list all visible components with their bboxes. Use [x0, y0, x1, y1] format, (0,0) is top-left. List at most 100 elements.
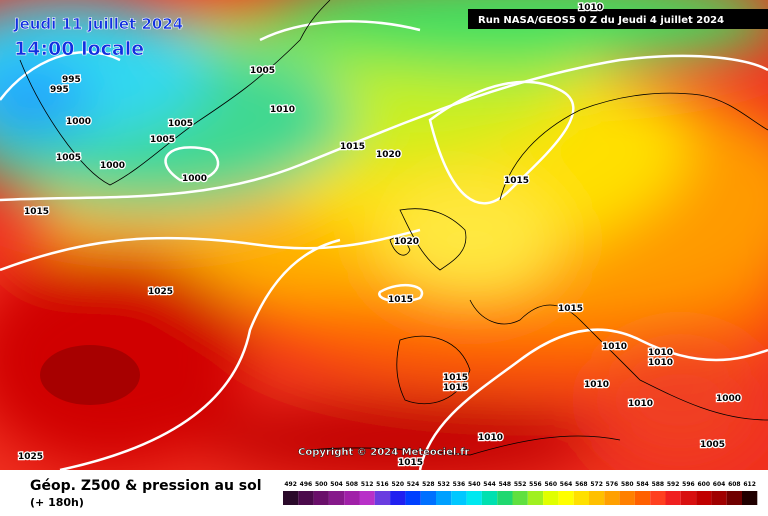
scale-swatch	[283, 491, 299, 505]
scale-swatch	[726, 491, 742, 505]
scale-swatch	[619, 491, 635, 505]
scale-swatch	[680, 491, 697, 505]
scale-swatch	[390, 491, 406, 505]
scale-swatch	[451, 491, 467, 505]
scale-label: 520	[391, 481, 404, 488]
run-info: Run NASA/GEOS5 0 Z du Jeudi 4 juillet 20…	[478, 15, 724, 26]
scale-label: 500	[315, 481, 328, 488]
scale-swatch	[543, 491, 559, 505]
color-scale: 492 496 500 504 508 512 516 520 524 528 532 536 540 5…	[283, 481, 758, 505]
isobar-label: 1015	[340, 142, 365, 152]
isobar-label: 1020	[376, 150, 401, 160]
scale-swatch	[374, 491, 391, 505]
isobar-label: 1015	[398, 458, 423, 468]
scale-label: 496	[300, 481, 313, 488]
scale-label: 560	[544, 481, 557, 488]
scale-label: 516	[376, 481, 389, 488]
isobar-label: 1000	[66, 117, 91, 127]
scale-label: 504	[330, 481, 343, 488]
scale-swatch	[604, 491, 620, 505]
isobar-label: 1025	[18, 452, 43, 462]
scale-label: 548	[499, 481, 512, 488]
scale-label: 512	[361, 481, 374, 488]
isobar-label: 1015	[24, 207, 49, 217]
scale-swatch	[328, 491, 345, 505]
isobar-label: 1010	[584, 380, 609, 390]
scale-swatch	[344, 491, 360, 505]
scale-swatch	[527, 491, 544, 505]
isobar-label: 1015	[558, 304, 583, 314]
isobar-label: 1005	[700, 440, 725, 450]
isobar-label: 995	[62, 75, 81, 85]
isobar-label: 1025	[148, 287, 173, 297]
isobars	[0, 20, 768, 470]
scale-swatch	[436, 491, 452, 505]
scale-swatch	[711, 491, 727, 505]
scale-swatch	[466, 491, 482, 505]
isobar-label: 1010	[478, 433, 503, 443]
scale-label: 528	[422, 481, 435, 488]
footer-title: Géop. Z500 & pression au sol	[30, 478, 262, 494]
scale-swatch	[634, 491, 651, 505]
scale-label: 532	[437, 481, 450, 488]
time: 14:00 locale	[14, 38, 144, 60]
scale-swatch	[313, 491, 329, 505]
isobar-label: 1005	[150, 135, 175, 145]
scale-swatch	[558, 491, 574, 505]
isobar-label: 1015	[504, 176, 529, 186]
isobar-label: 1010	[602, 342, 627, 352]
scale-swatch	[298, 491, 314, 505]
run-banner	[468, 9, 768, 29]
isobar-label: 1010	[628, 399, 653, 409]
coastlines	[19, 0, 768, 456]
scale-swatch	[665, 491, 681, 505]
scale-label: 612	[743, 481, 756, 488]
isobar-label: 1005	[250, 66, 275, 76]
scale-label: 540	[468, 481, 481, 488]
isobar-label: 1000	[100, 161, 125, 171]
scale-swatch	[497, 491, 513, 505]
scale-swatch	[742, 491, 758, 505]
footer-subtitle: (+ 180h)	[30, 496, 84, 509]
isobar-label: 1015	[388, 295, 413, 305]
scale-label: 604	[713, 481, 726, 488]
scale-swatch	[512, 491, 528, 505]
scale-swatch	[650, 491, 666, 505]
scale-label: 584	[636, 481, 649, 488]
scale-label: 576	[606, 481, 619, 488]
scale-label: 592	[667, 481, 680, 488]
isobar-label: 1000	[182, 174, 207, 184]
scale-label: 508	[346, 481, 359, 488]
scale-label: 524	[407, 481, 420, 488]
scale-label: 564	[560, 481, 573, 488]
scale-swatch	[420, 491, 436, 505]
scale-swatch	[696, 491, 712, 505]
scale-label: 588	[652, 481, 665, 488]
scale-label: 492	[284, 481, 297, 488]
scale-swatch	[359, 491, 375, 505]
scale-label: 572	[590, 481, 603, 488]
isobar-label: 1005	[56, 153, 81, 163]
isobar-label: 1020	[394, 237, 419, 247]
isobar-label: 995	[50, 85, 69, 95]
scale-label: 556	[529, 481, 542, 488]
scale-label: 600	[697, 481, 710, 488]
scale-label: 580	[621, 481, 634, 488]
isobar-label: 1010	[578, 3, 603, 13]
scale-label: 536	[453, 481, 466, 488]
scale-label: 608	[728, 481, 741, 488]
scale-swatch	[481, 491, 498, 505]
copyright: Copyright © 2024 Meteociel.fr	[298, 447, 469, 458]
scale-label: 568	[575, 481, 588, 488]
scale-label: 544	[483, 481, 496, 488]
isobar-label: 1005	[168, 119, 193, 129]
isobar-label: 1015	[443, 383, 468, 393]
isobar-label: 1010	[648, 358, 673, 368]
scale-swatch	[405, 491, 421, 505]
isobar-label: 1010	[270, 105, 295, 115]
isobar-label: 1000	[716, 394, 741, 404]
isobar-label: 1015	[443, 373, 468, 383]
isobar-label: 1010	[648, 348, 673, 358]
